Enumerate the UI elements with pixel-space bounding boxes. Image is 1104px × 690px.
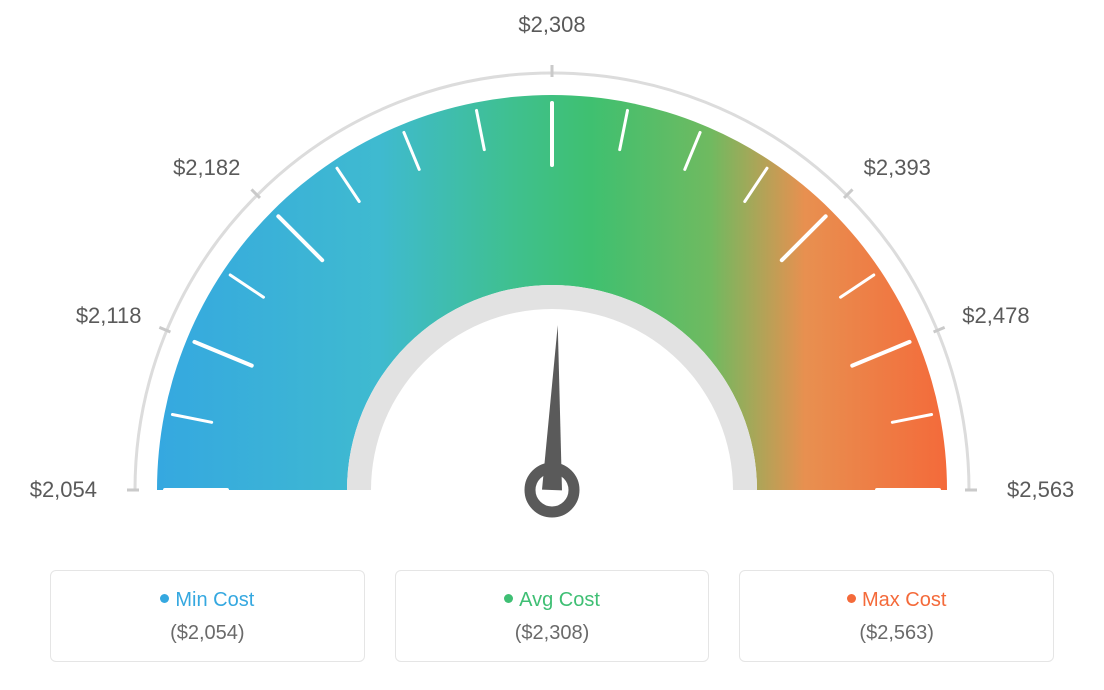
legend-title-min: Min Cost	[61, 589, 354, 612]
dot-icon	[847, 594, 856, 603]
gauge-tick-label: $2,054	[30, 477, 97, 503]
gauge-tick-label: $2,393	[864, 155, 931, 181]
legend-value-min: ($2,054)	[61, 622, 354, 645]
dot-icon	[504, 594, 513, 603]
legend-card-max: Max Cost ($2,563)	[739, 570, 1054, 662]
legend-card-avg: Avg Cost ($2,308)	[395, 570, 710, 662]
legend-title-text: Avg Cost	[519, 589, 600, 611]
gauge-tick-label: $2,308	[518, 12, 585, 38]
legend-value-avg: ($2,308)	[406, 622, 699, 645]
gauge-area: $2,054$2,118$2,182$2,308$2,393$2,478$2,5…	[40, 20, 1064, 560]
gauge-tick-label: $2,478	[962, 303, 1029, 329]
legend-value-max: ($2,563)	[750, 622, 1043, 645]
chart-container: $2,054 $2,118 $2,182 $2,308 $2,393 $2,478 $2,5…	[0, 0, 1104, 690]
legend-title-text: Max Cost	[862, 589, 946, 611]
legend-title-max: Max Cost	[750, 589, 1043, 612]
dot-icon	[160, 594, 169, 603]
gauge-tick-label: $2,563	[1007, 477, 1074, 503]
gauge-chart	[40, 20, 1064, 560]
gauge-tick-label: $2,182	[173, 155, 240, 181]
gauge-tick-label: $2,118	[76, 303, 142, 329]
legend-title-text: Min Cost	[175, 589, 254, 611]
legend-title-avg: Avg Cost	[406, 589, 699, 612]
legend-row: Min Cost ($2,054) Avg Cost ($2,308) Max …	[40, 570, 1064, 662]
legend-card-min: Min Cost ($2,054)	[50, 570, 365, 662]
